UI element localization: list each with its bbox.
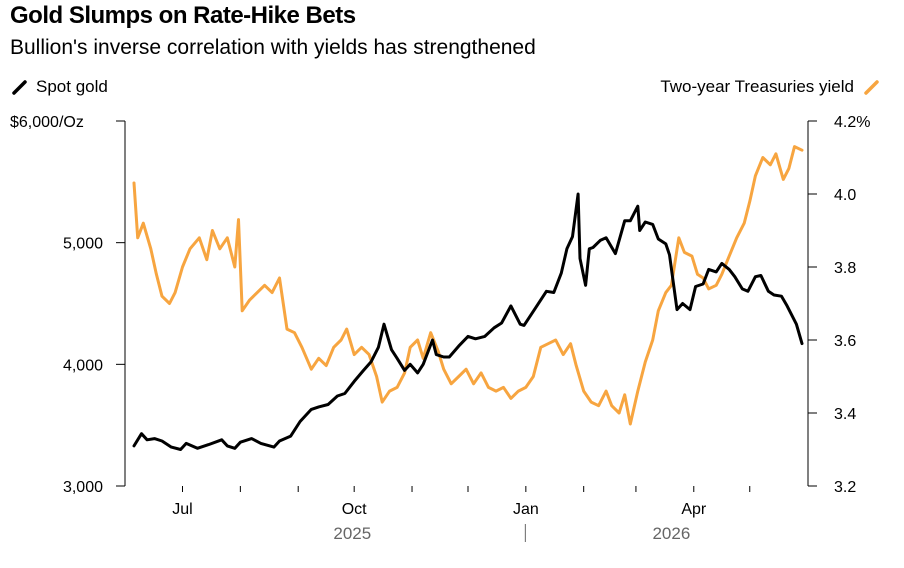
orange-slash-icon [864, 80, 879, 95]
x-tick-label: Apr [681, 501, 707, 518]
two-year-yield-line [132, 145, 804, 426]
legend-label-spot-gold: Spot gold [36, 77, 108, 96]
series-layer [132, 145, 804, 451]
left-tick-label: 5,000 [63, 236, 103, 253]
axes [116, 120, 817, 542]
x-tick-label: Jul [172, 501, 192, 518]
right-tick-label: 4.0 [834, 187, 856, 204]
x-tick-label: Oct [342, 501, 367, 518]
year-label: 2026 [652, 524, 690, 543]
year-label: 2025 [333, 524, 371, 543]
chart-subtitle: Bullion's inverse correlation with yield… [10, 36, 536, 59]
right-tick-label: 4.2% [834, 114, 870, 131]
chart-title: Gold Slumps on Rate-Hike Bets [10, 2, 356, 29]
spot-gold-line [132, 192, 804, 451]
left-tick-label: 3,000 [63, 479, 103, 496]
tick-labels: 3,000 4,000 5,000 $6,000/Oz 3.2 3.4 3.6 3.8 4.0 4… [10, 114, 870, 543]
right-tick-label: 3.2 [834, 479, 856, 496]
legend-two-year-yield: Two-year Treasuries yield [660, 77, 882, 97]
right-tick-label: 3.4 [834, 406, 856, 423]
legend-label-two-year-yield: Two-year Treasuries yield [660, 77, 854, 96]
left-tick-label: 4,000 [63, 357, 103, 374]
right-tick-label: 3.8 [834, 260, 856, 277]
x-tick-label: Jan [513, 501, 539, 518]
left-axis-unit-label: $6,000/Oz [10, 114, 84, 131]
legend-spot-gold: Spot gold [10, 77, 108, 97]
black-slash-icon [12, 80, 27, 95]
right-tick-label: 3.6 [834, 333, 856, 350]
